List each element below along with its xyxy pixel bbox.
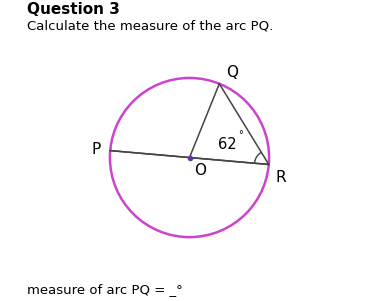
Text: O: O (194, 163, 206, 178)
Text: measure of arc PQ = _°: measure of arc PQ = _° (27, 283, 182, 296)
Text: °: ° (238, 130, 243, 140)
Text: 62: 62 (218, 137, 236, 152)
Text: P: P (91, 141, 101, 157)
Text: Calculate the measure of the arc PQ.: Calculate the measure of the arc PQ. (27, 20, 273, 33)
Text: Question 3: Question 3 (27, 2, 119, 17)
Text: Q: Q (226, 65, 238, 80)
Text: R: R (275, 170, 286, 185)
